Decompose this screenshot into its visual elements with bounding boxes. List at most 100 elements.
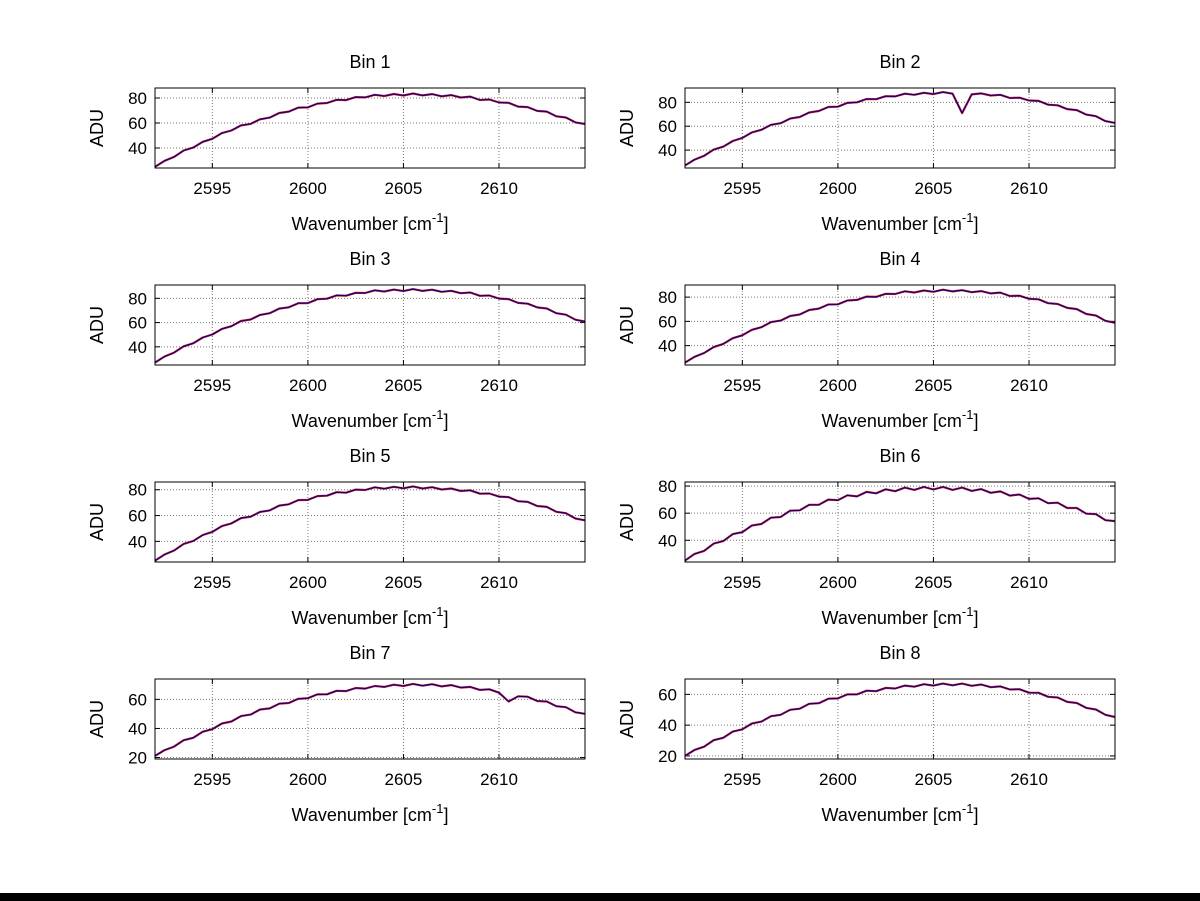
subplot-bin-6: 2595 2600 2605 2610 40 60 80 Bin 6 ADU Wavenumber… — [617, 446, 1116, 628]
y-tick-label: 80 — [658, 477, 677, 496]
x-axis-label: Wavenumber [cm-1] — [292, 604, 449, 628]
y-tick-label: 40 — [658, 337, 677, 356]
fit-line — [684, 90, 1116, 167]
fit-line — [684, 288, 1116, 364]
fit-line — [684, 485, 1116, 562]
y-axis-label: ADU — [617, 109, 637, 147]
x-tick-label: 2605 — [385, 179, 423, 198]
x-tick-label: 2600 — [289, 179, 327, 198]
subplot-bin-4: 2595 2600 2605 2610 40 60 80 Bin 4 ADU Wavenumber… — [617, 249, 1116, 431]
x-axis-label: Wavenumber [cm-1] — [292, 801, 449, 825]
x-tick-label: 2600 — [819, 573, 857, 592]
spectrum-line — [154, 288, 586, 364]
plot-title: Bin 1 — [349, 52, 390, 72]
y-tick-label: 40 — [658, 141, 677, 160]
x-tick-label: 2610 — [1010, 376, 1048, 395]
axis-box — [684, 678, 1116, 760]
x-tick-label: 2610 — [1010, 573, 1048, 592]
y-tick-label: 60 — [128, 507, 147, 526]
spectrum-line — [684, 289, 1116, 364]
x-tick-label: 2600 — [289, 573, 327, 592]
axis-box — [154, 87, 586, 169]
axis-box — [684, 87, 1116, 169]
y-axis-label: ADU — [87, 306, 107, 344]
x-tick-label: 2605 — [915, 770, 953, 789]
x-tick-label: 2600 — [819, 770, 857, 789]
spectrum-line — [154, 485, 586, 562]
axis-box — [684, 284, 1116, 366]
x-tick-label: 2605 — [385, 573, 423, 592]
x-tick-label: 2605 — [385, 376, 423, 395]
x-tick-label: 2610 — [1010, 179, 1048, 198]
x-tick-label: 2595 — [723, 573, 761, 592]
y-tick-label: 40 — [658, 531, 677, 550]
plot-title: Bin 3 — [349, 249, 390, 269]
plot-title: Bin 2 — [879, 52, 920, 72]
spectrum-line — [684, 91, 1116, 166]
x-axis-label: Wavenumber [cm-1] — [822, 801, 979, 825]
x-tick-label: 2595 — [193, 573, 231, 592]
y-tick-label: 40 — [128, 719, 147, 738]
spectrum-line — [154, 92, 586, 168]
y-axis-label: ADU — [617, 306, 637, 344]
x-tick-label: 2610 — [1010, 770, 1048, 789]
spectrum-line — [684, 683, 1116, 757]
y-tick-label: 60 — [658, 685, 677, 704]
x-tick-label: 2610 — [480, 376, 518, 395]
x-tick-label: 2595 — [723, 376, 761, 395]
plot-title: Bin 8 — [879, 643, 920, 663]
x-tick-label: 2605 — [915, 376, 953, 395]
y-tick-label: 80 — [128, 481, 147, 500]
fit-line — [154, 485, 586, 562]
y-tick-label: 40 — [128, 532, 147, 551]
y-axis-label: ADU — [617, 700, 637, 738]
x-tick-label: 2605 — [385, 770, 423, 789]
plot-title: Bin 6 — [879, 446, 920, 466]
y-tick-label: 60 — [128, 314, 147, 333]
axis-box — [154, 284, 586, 366]
x-axis-label: Wavenumber [cm-1] — [822, 210, 979, 234]
y-axis-label: ADU — [617, 503, 637, 541]
axis-box — [154, 481, 586, 563]
x-axis-label: Wavenumber [cm-1] — [822, 407, 979, 431]
subplot-bin-3: 2595 2600 2605 2610 40 60 80 Bin 3 ADU Wavenumber… — [87, 249, 586, 431]
y-tick-label: 60 — [128, 690, 147, 709]
y-tick-label: 80 — [128, 289, 147, 308]
x-tick-label: 2595 — [193, 770, 231, 789]
y-tick-label: 60 — [658, 504, 677, 523]
x-tick-label: 2610 — [480, 573, 518, 592]
y-tick-label: 40 — [128, 139, 147, 158]
fit-line — [154, 682, 586, 757]
spectrum-line — [684, 486, 1116, 562]
subplot-bin-5: 2595 2600 2605 2610 40 60 80 Bin 5 ADU Wavenumber… — [87, 446, 586, 628]
y-axis-label: ADU — [87, 503, 107, 541]
y-tick-label: 20 — [658, 747, 677, 766]
axis-box — [154, 678, 586, 760]
x-tick-label: 2595 — [723, 770, 761, 789]
x-tick-label: 2600 — [819, 179, 857, 198]
y-tick-label: 80 — [658, 288, 677, 307]
y-axis-label: ADU — [87, 109, 107, 147]
x-tick-label: 2595 — [193, 376, 231, 395]
y-tick-label: 60 — [128, 114, 147, 133]
y-axis-label: ADU — [87, 700, 107, 738]
spectrum-line — [154, 683, 586, 757]
subplot-bin-2: 2595 2600 2605 2610 40 60 80 Bin 2 ADU Wavenumber… — [617, 52, 1116, 234]
subplot-bin-1: 2595 2600 2605 2610 40 60 80 Bin 1 ADU Wavenumber… — [87, 52, 586, 234]
y-tick-label: 20 — [128, 749, 147, 768]
y-tick-label: 60 — [658, 117, 677, 136]
plot-title: Bin 4 — [879, 249, 920, 269]
y-tick-label: 80 — [128, 89, 147, 108]
screen-bottom-edge — [0, 893, 1200, 901]
x-tick-label: 2610 — [480, 179, 518, 198]
y-tick-label: 80 — [658, 93, 677, 112]
subplot-bin-8: 2595 2600 2605 2610 20 40 60 Bin 8 ADU Wavenumber… — [617, 643, 1116, 825]
y-tick-label: 40 — [128, 338, 147, 357]
x-tick-label: 2600 — [289, 770, 327, 789]
fit-line — [154, 92, 586, 168]
subplot-bin-7: 2595 2600 2605 2610 20 40 60 Bin 7 ADU Wavenumber… — [87, 643, 586, 825]
y-tick-label: 60 — [658, 312, 677, 331]
y-tick-label: 40 — [658, 716, 677, 735]
x-tick-label: 2595 — [723, 179, 761, 198]
